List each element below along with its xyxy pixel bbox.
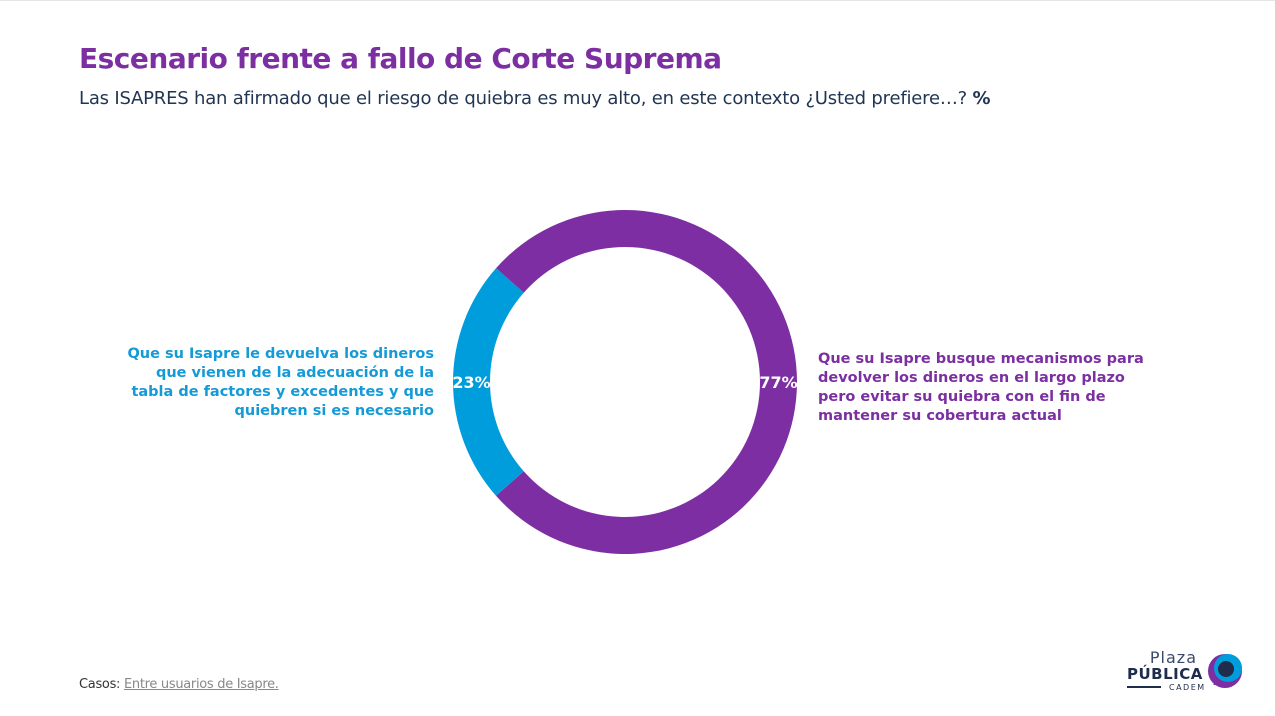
donut-slice-0 xyxy=(495,209,797,554)
slice-label-right-line: devolver los dineros en el largo plazo xyxy=(818,370,1125,386)
subtitle-question: Las ISAPRES han afirmado que el riesgo d… xyxy=(79,88,967,109)
donut-slice-1 xyxy=(452,268,524,496)
donut-value-label-0: 77% xyxy=(759,373,797,392)
footnote-key: Casos xyxy=(79,677,117,692)
donut-value-label-1: 23% xyxy=(452,373,490,392)
slice-label-right-line: Que su Isapre busque mecanismos para xyxy=(818,351,1144,367)
speech-bubble-logo-icon xyxy=(1208,654,1242,688)
logo-underline xyxy=(1127,686,1161,688)
top-divider xyxy=(0,0,1275,1)
slice-label-left-line: que vienen de la adecuación de la xyxy=(155,365,434,381)
page-title: Escenario frente a fallo de Corte Suprem… xyxy=(79,42,722,75)
footnote: Casos: Entre usuarios de Isapre. xyxy=(79,677,279,692)
slice-label-right: Que su Isapre busque mecanismos para dev… xyxy=(818,350,1178,426)
slice-label-right-line: mantener su cobertura actual xyxy=(818,408,1062,424)
page-subtitle: Las ISAPRES han afirmado que el riesgo d… xyxy=(79,88,991,109)
logo-text-cadem: CADEM xyxy=(1169,683,1206,692)
logo-text-plaza: Plaza xyxy=(1149,648,1197,667)
footnote-link[interactable]: Entre usuarios de Isapre. xyxy=(123,677,279,692)
logo-text-publica: PÚBLICA xyxy=(1127,665,1203,683)
slice-label-left: Que su Isapre le devuelva los dineros qu… xyxy=(100,345,434,421)
subtitle-unit: % xyxy=(972,88,991,109)
slice-label-left-line: tabla de factores y excedentes y que xyxy=(131,384,434,400)
slice-label-left-line: Que su Isapre le devuelva los dineros xyxy=(127,346,434,362)
slice-label-right-line: pero evitar su quiebra con el fin de xyxy=(818,389,1106,405)
slice-label-left-line: quiebren si es necesario xyxy=(234,403,435,419)
plaza-publica-logo: Plaza PÚBLICA CADEM xyxy=(1127,648,1247,692)
